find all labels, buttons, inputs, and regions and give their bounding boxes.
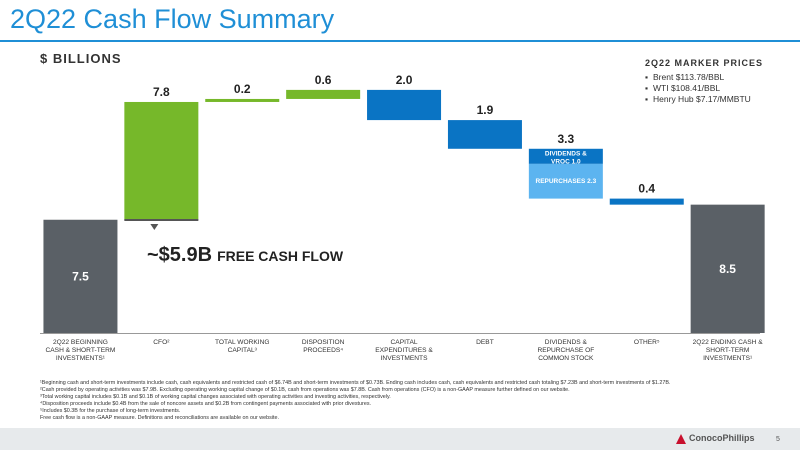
bar — [205, 98, 280, 102]
category-label: CAPITAL³ — [228, 347, 258, 354]
footnote: ⁵Includes $0.3B for the purchase of long… — [40, 408, 181, 415]
category-label: DIVIDENDS & — [545, 339, 588, 346]
data-label: 0.4 — [638, 182, 655, 196]
category-label: CFO² — [153, 339, 170, 346]
category-label: OTHER⁵ — [634, 339, 660, 346]
units-label: $ BILLIONS — [40, 51, 122, 66]
footer-band — [0, 428, 800, 450]
fcf-pointer-icon — [150, 224, 159, 230]
data-label: 8.5 — [719, 262, 736, 276]
footnote: Free cash flow is a non-GAAP measure. De… — [40, 415, 280, 422]
segment-label: VROC 1.0 — [551, 158, 581, 165]
marker-prices-title: 2Q22 MARKER PRICES — [645, 58, 764, 68]
bar — [286, 89, 361, 99]
free-cash-flow-callout: ~$5.9B FREE CASH FLOW — [147, 244, 343, 267]
category-label: PROCEEDS⁴ — [303, 347, 343, 354]
category-label: SHORT-TERM — [706, 347, 749, 354]
conocophillips-logo-icon — [676, 434, 686, 444]
category-label: 2Q22 BEGINNING — [53, 339, 108, 346]
page-number: 5 — [776, 436, 780, 443]
marker-price-wti: WTI $108.41/BBL — [645, 83, 795, 94]
category-label: COMMON STOCK — [538, 355, 594, 362]
company-logo: ConocoPhillips — [689, 433, 755, 443]
footnote: ⁴Disposition proceeds include $0.4B from… — [40, 401, 372, 408]
category-label: REPURCHASE OF — [537, 347, 594, 354]
category-label: TOTAL WORKING — [215, 339, 269, 346]
category-label: EXPENDITURES & — [375, 347, 433, 354]
bar — [609, 198, 684, 205]
data-label: 1.9 — [477, 103, 494, 117]
marker-prices-list: Brent $113.78/BBL WTI $108.41/BBL Henry … — [645, 72, 795, 105]
category-label: DISPOSITION — [302, 339, 345, 346]
footnote: ³Total working capital includes $0.1B an… — [40, 394, 391, 401]
footnote: ¹Beginning cash and short-term investmen… — [40, 380, 671, 386]
data-label: 0.6 — [315, 73, 332, 87]
fcf-bracket-line — [124, 219, 199, 221]
bar — [43, 219, 118, 333]
data-label: 7.8 — [153, 85, 170, 99]
title-divider — [0, 40, 800, 42]
data-label: 0.2 — [234, 82, 251, 96]
bar — [124, 101, 199, 220]
category-label: INVESTMENTS¹ — [703, 355, 753, 362]
footnote: ²Cash provided by operating activities w… — [40, 387, 570, 394]
page-title: 2Q22 Cash Flow Summary — [10, 4, 335, 34]
marker-price-brent: Brent $113.78/BBL — [645, 72, 795, 83]
footnotes: ¹Beginning cash and short-term investmen… — [40, 380, 790, 423]
marker-prices-panel: 2Q22 MARKER PRICES Brent $113.78/BBL WTI… — [645, 58, 795, 105]
marker-price-henry-hub: Henry Hub $7.17/MMBTU — [645, 94, 795, 105]
category-label: 2Q22 ENDING CASH & — [693, 339, 764, 346]
data-label: 2.0 — [396, 73, 413, 87]
free-cash-flow-label: FREE CASH FLOW — [217, 248, 344, 264]
bar — [367, 89, 442, 121]
category-label: CASH & SHORT-TERM — [46, 347, 116, 354]
data-label: 7.5 — [72, 269, 89, 283]
bar — [690, 204, 765, 333]
category-label: INVESTMENTS¹ — [56, 355, 106, 362]
category-label: CAPITAL — [391, 339, 418, 346]
segment-label: REPURCHASES 2.3 — [536, 178, 597, 185]
bar-segment — [528, 163, 603, 199]
bar-segment — [528, 148, 603, 164]
data-label: 3.3 — [558, 132, 575, 146]
category-label: DEBT — [476, 339, 494, 346]
category-label: INVESTMENTS — [381, 355, 428, 362]
segment-label: DIVIDENDS & — [545, 150, 587, 157]
free-cash-flow-amount: ~$5.9B — [147, 244, 213, 266]
bar — [447, 120, 522, 149]
